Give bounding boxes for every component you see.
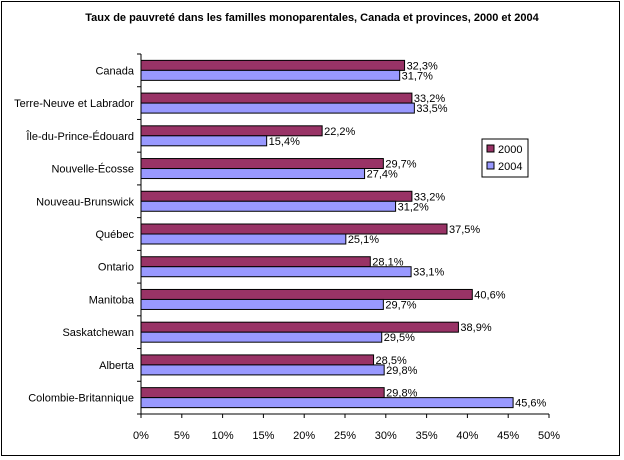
- value-label: 29,5%: [384, 332, 415, 344]
- bar-2004: [140, 298, 384, 310]
- value-label: 31,2%: [398, 201, 429, 213]
- bar-2000: [140, 125, 323, 137]
- bar-2000: [140, 59, 406, 71]
- legend-swatch-2004: [486, 161, 495, 170]
- bar-2004: [140, 364, 385, 376]
- x-tick-label: 50%: [538, 430, 560, 442]
- legend: 2000 2004: [481, 138, 529, 178]
- legend-label: 2004: [498, 161, 522, 173]
- x-tick-label: 0%: [133, 430, 149, 442]
- value-label: 27,4%: [367, 169, 398, 181]
- value-label: 22,2%: [324, 126, 355, 138]
- value-label: 15,4%: [269, 136, 300, 148]
- category-axis-labels: Canada Terre-Neuve et Labrador Île-du-Prin…: [14, 65, 135, 404]
- value-label: 32,3%: [407, 60, 438, 72]
- category-label: Terre-Neuve et Labrador: [14, 98, 134, 110]
- chart-title: Taux de pauvreté dans les familles monop…: [85, 12, 539, 24]
- x-tick-label: 10%: [212, 430, 234, 442]
- bar-2004: [140, 168, 366, 180]
- bar-2004: [140, 69, 401, 81]
- value-label: 33,2%: [414, 93, 445, 105]
- bar-2004: [140, 200, 397, 212]
- bar-2000: [140, 223, 448, 235]
- category-label: Alberta: [99, 360, 135, 372]
- bar-2000: [140, 321, 459, 333]
- category-label: Nouveau-Brunswick: [36, 196, 134, 208]
- bar-2000: [140, 92, 413, 104]
- value-label: 33,5%: [416, 103, 447, 115]
- value-label: 40,6%: [474, 289, 505, 301]
- bar-2004: [140, 102, 415, 114]
- bar-2000: [140, 256, 371, 268]
- bar-2000: [140, 288, 473, 300]
- legend-swatch-2000: [486, 144, 495, 153]
- category-label: Manitoba: [89, 294, 135, 306]
- bar-2000: [140, 158, 384, 170]
- bar-2004: [140, 397, 514, 409]
- value-labels-group: 32,3%31,7%33,2%33,5%22,2%15,4%29,7%27,4%…: [269, 60, 547, 409]
- value-label: 29,7%: [385, 299, 416, 311]
- legend-label: 2000: [498, 144, 522, 156]
- category-label: Ontario: [98, 262, 134, 274]
- x-tick-label: 45%: [497, 430, 519, 442]
- value-label: 38,9%: [460, 322, 491, 334]
- value-label: 25,1%: [348, 234, 379, 246]
- category-label: Québec: [95, 229, 134, 241]
- category-label: Colombie-Britannique: [28, 393, 134, 405]
- value-axis: 0% 5% 10% 15% 20% 25% 30% 35% 40% 45% 50%: [133, 53, 560, 442]
- x-tick-label: 35%: [416, 430, 438, 442]
- category-label: Île-du-Prince-Édouard: [25, 130, 134, 143]
- value-label: 37,5%: [449, 224, 480, 236]
- category-label: Canada: [95, 65, 134, 77]
- value-label: 29,8%: [386, 388, 417, 400]
- value-label: 29,7%: [385, 159, 416, 171]
- value-label: 45,6%: [515, 398, 546, 410]
- x-tick-label: 20%: [293, 430, 315, 442]
- value-label: 33,1%: [413, 267, 444, 279]
- x-tick-label: 30%: [375, 430, 397, 442]
- value-label: 29,8%: [386, 365, 417, 377]
- bar-2000: [140, 190, 413, 202]
- value-label: 31,7%: [402, 70, 433, 82]
- x-tick-label: 5%: [174, 430, 190, 442]
- bars-group: [140, 59, 514, 409]
- bar-2004: [140, 331, 383, 343]
- bar-2004: [140, 135, 268, 147]
- value-label: 28,1%: [372, 257, 403, 269]
- x-tick-label: 25%: [334, 430, 356, 442]
- bar-2004: [140, 233, 347, 245]
- category-label: Saskatchewan: [62, 327, 134, 339]
- category-label: Nouvelle-Écosse: [51, 163, 134, 176]
- bar-2000: [140, 387, 385, 399]
- bar-2000: [140, 354, 375, 366]
- x-tick-label: 40%: [456, 430, 478, 442]
- value-label: 33,2%: [414, 191, 445, 203]
- bar-2004: [140, 266, 412, 278]
- x-tick-label: 15%: [252, 430, 274, 442]
- value-label: 28,5%: [376, 355, 407, 367]
